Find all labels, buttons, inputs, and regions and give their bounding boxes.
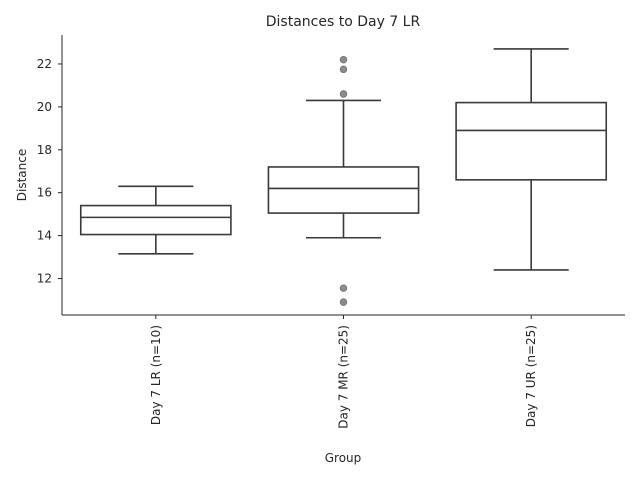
iqr-box: [79, 204, 232, 236]
iqr-box: [267, 166, 420, 214]
y-ticks: 12 14 16 18 20 22: [37, 57, 62, 286]
x-tick-label: Day 7 UR (n=25): [524, 325, 538, 427]
y-tick-label: 16: [37, 186, 52, 200]
box-group: [267, 55, 420, 306]
y-axis-label: Distance: [15, 149, 29, 201]
y-tick-label: 12: [37, 272, 52, 286]
outlier-point: [339, 284, 348, 292]
plot-area: [79, 48, 608, 306]
y-tick-label: 14: [37, 229, 52, 243]
x-ticks: Day 7 LR (n=10) Day 7 MR (n=25) Day 7 UR (…: [149, 315, 538, 429]
y-tick-label: 22: [37, 57, 52, 71]
outlier-point: [339, 298, 348, 306]
y-tick-label: 18: [37, 143, 52, 157]
x-axis-label: Group: [325, 451, 362, 465]
x-tick-label: Day 7 MR (n=25): [337, 325, 351, 429]
outlier-point: [339, 90, 348, 98]
box-group: [79, 185, 232, 255]
outlier-point: [339, 65, 348, 74]
box-group: [455, 48, 608, 271]
outlier-point: [339, 55, 348, 64]
chart-title: Distances to Day 7 LR: [266, 14, 421, 30]
y-tick-label: 20: [37, 100, 52, 114]
x-tick-label: Day 7 LR (n=10): [149, 325, 163, 425]
iqr-box: [455, 101, 608, 181]
